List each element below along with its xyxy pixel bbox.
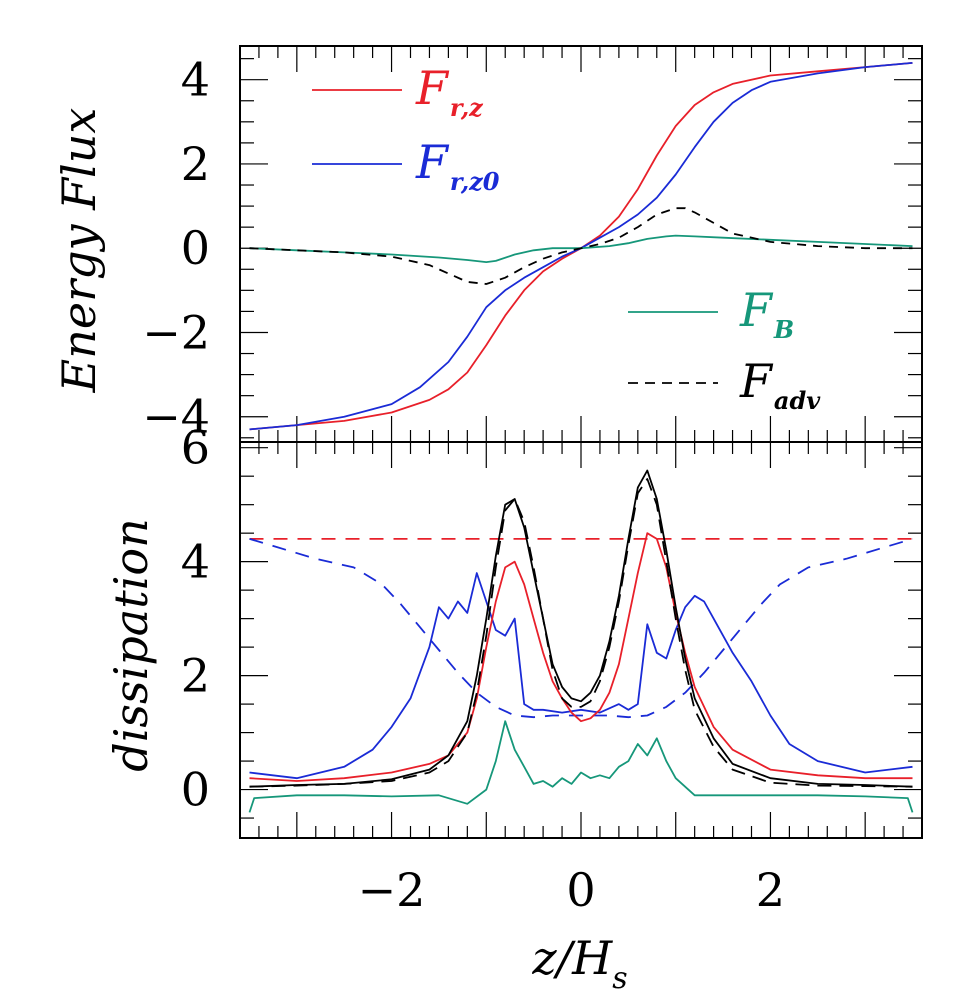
x-tick-label: 0	[566, 863, 595, 917]
energy-flux-series-Frz0	[249, 62, 913, 431]
dissipation-series-blue-dashed	[249, 538, 913, 719]
x-axis-label-subscript: s	[612, 961, 627, 992]
x-axis-label-main: z/H	[531, 931, 613, 985]
dissipation-ticks	[239, 442, 923, 838]
dissipation-series-black	[249, 469, 913, 788]
energy-flux-plot-frame	[239, 45, 923, 443]
x-axis-label: z/Hs	[531, 931, 627, 992]
energy-flux-legend: Fr,z Fr,z0 FB Fadv	[312, 61, 821, 415]
energy-flux-y-tick-label: 2	[181, 137, 210, 191]
dissipation-panel: 0 2 4 6 −2 0 2 dissipation z/Hs	[104, 421, 923, 992]
dissipation-y-tick-label: 6	[181, 421, 210, 475]
dissipation-x-tick-labels: −2 0 2	[358, 863, 785, 917]
energy-flux-series	[249, 62, 913, 431]
dissipation-y-tick-label: 2	[181, 649, 210, 703]
energy-flux-y-tick-label: −2	[142, 305, 210, 359]
dissipation-series-blue	[249, 572, 913, 780]
energy-flux-panel: −4 −2 0 2 4 Fr,z Fr,z0 FB Fadv Energy Flux	[52, 45, 923, 444]
energy-flux-y-tick-label: 4	[181, 53, 210, 107]
legend-label-B: FB	[739, 283, 794, 344]
legend-label-rz0: Fr,z0	[415, 135, 500, 196]
energy-flux-y-tick-labels: −4 −2 0 2 4	[142, 53, 210, 444]
dissipation-y-tick-label: 0	[181, 763, 210, 817]
x-tick-label: 2	[756, 863, 785, 917]
dissipation-y-axis-label: dissipation	[104, 518, 158, 771]
energy-flux-ticks	[239, 46, 923, 442]
dissipation-y-tick-label: 4	[181, 535, 210, 589]
energy-flux-series-Fadv	[249, 207, 913, 285]
dissipation-series	[248, 469, 914, 813]
x-tick-label: −2	[358, 863, 426, 917]
energy-flux-y-axis-label: Energy Flux	[52, 108, 106, 394]
legend-label-rz: Fr,z	[415, 61, 484, 122]
energy-flux-y-tick-label: 0	[181, 221, 210, 275]
dissipation-series-red	[249, 532, 913, 782]
legend-label-adv: Fadv	[739, 354, 821, 415]
energy-flux-y-tick-label: −4	[142, 390, 210, 444]
dissipation-y-tick-labels: 0 2 4 6	[181, 421, 210, 817]
dissipation-series-black-dashed	[249, 478, 913, 788]
dissipation-series-teal	[248, 720, 914, 813]
